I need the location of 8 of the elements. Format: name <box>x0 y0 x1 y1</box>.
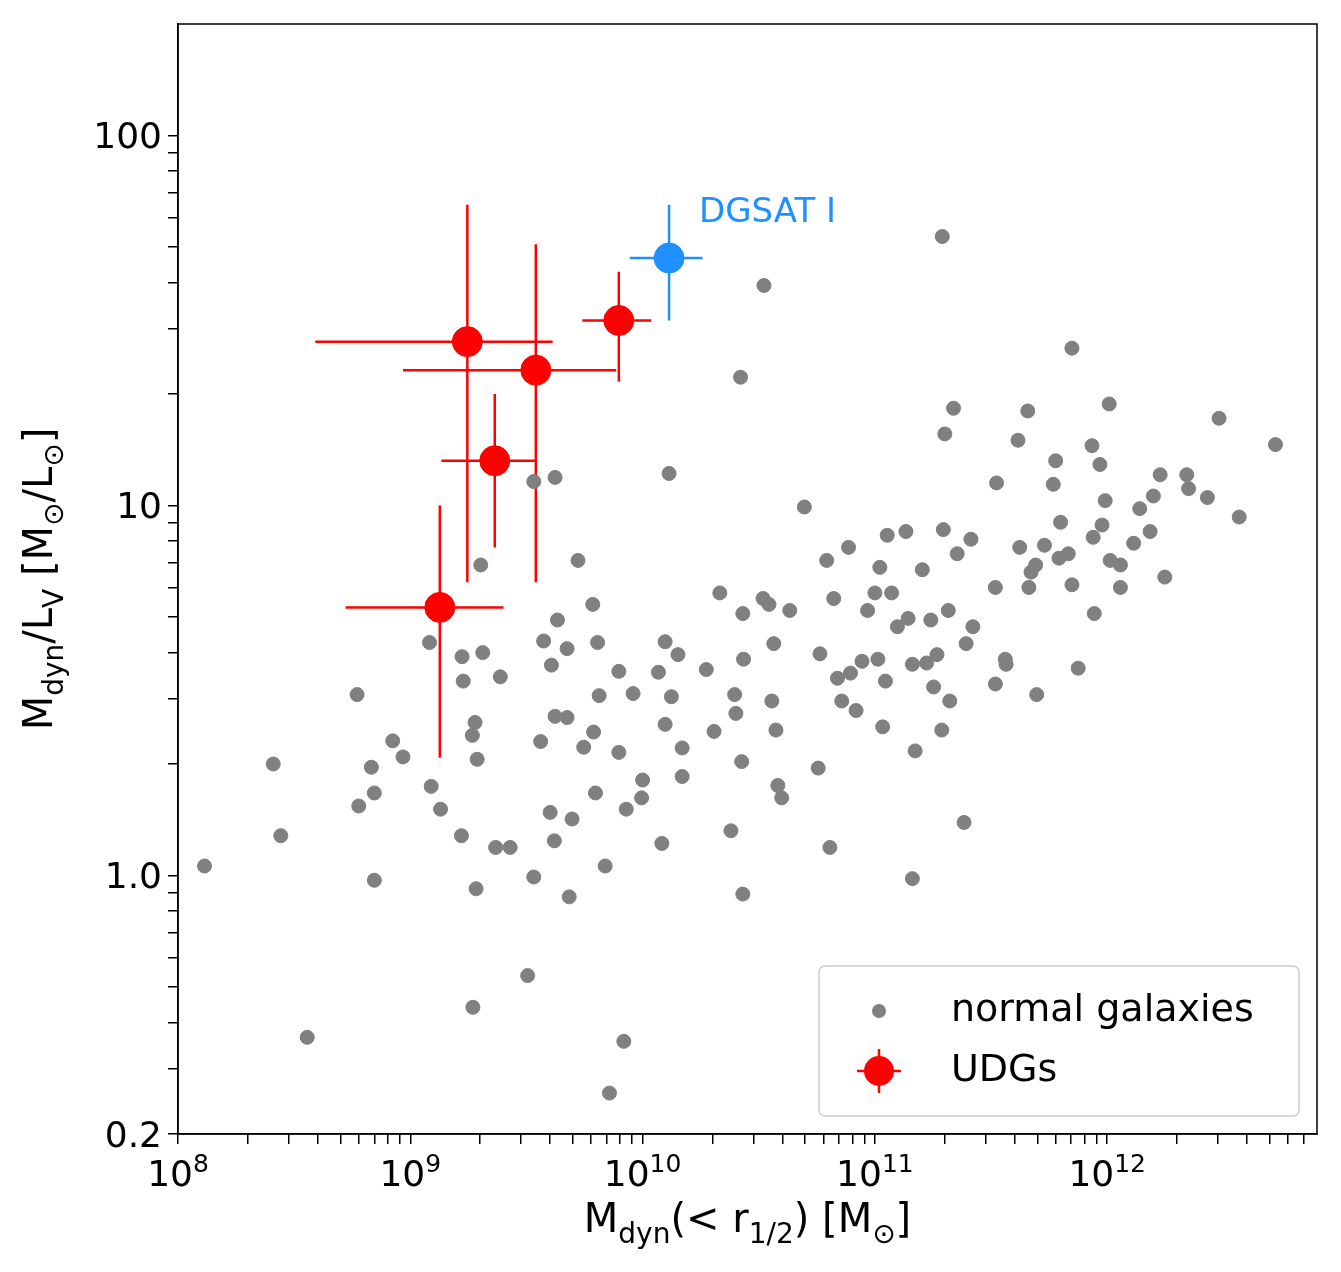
legend-label: normal galaxies <box>951 985 1254 1030</box>
y-tick-label: 100 <box>93 115 163 157</box>
legend-label: UDGs <box>951 1045 1058 1090</box>
y-tick-label: 0.2 <box>104 1114 163 1155</box>
y-tick-label: 10 <box>116 485 162 527</box>
annotation: DGSAT I <box>699 189 837 230</box>
text: Mdyn/LV [M⊙/L⊙] <box>15 427 71 731</box>
y-tick-label: 1.0 <box>104 855 163 897</box>
